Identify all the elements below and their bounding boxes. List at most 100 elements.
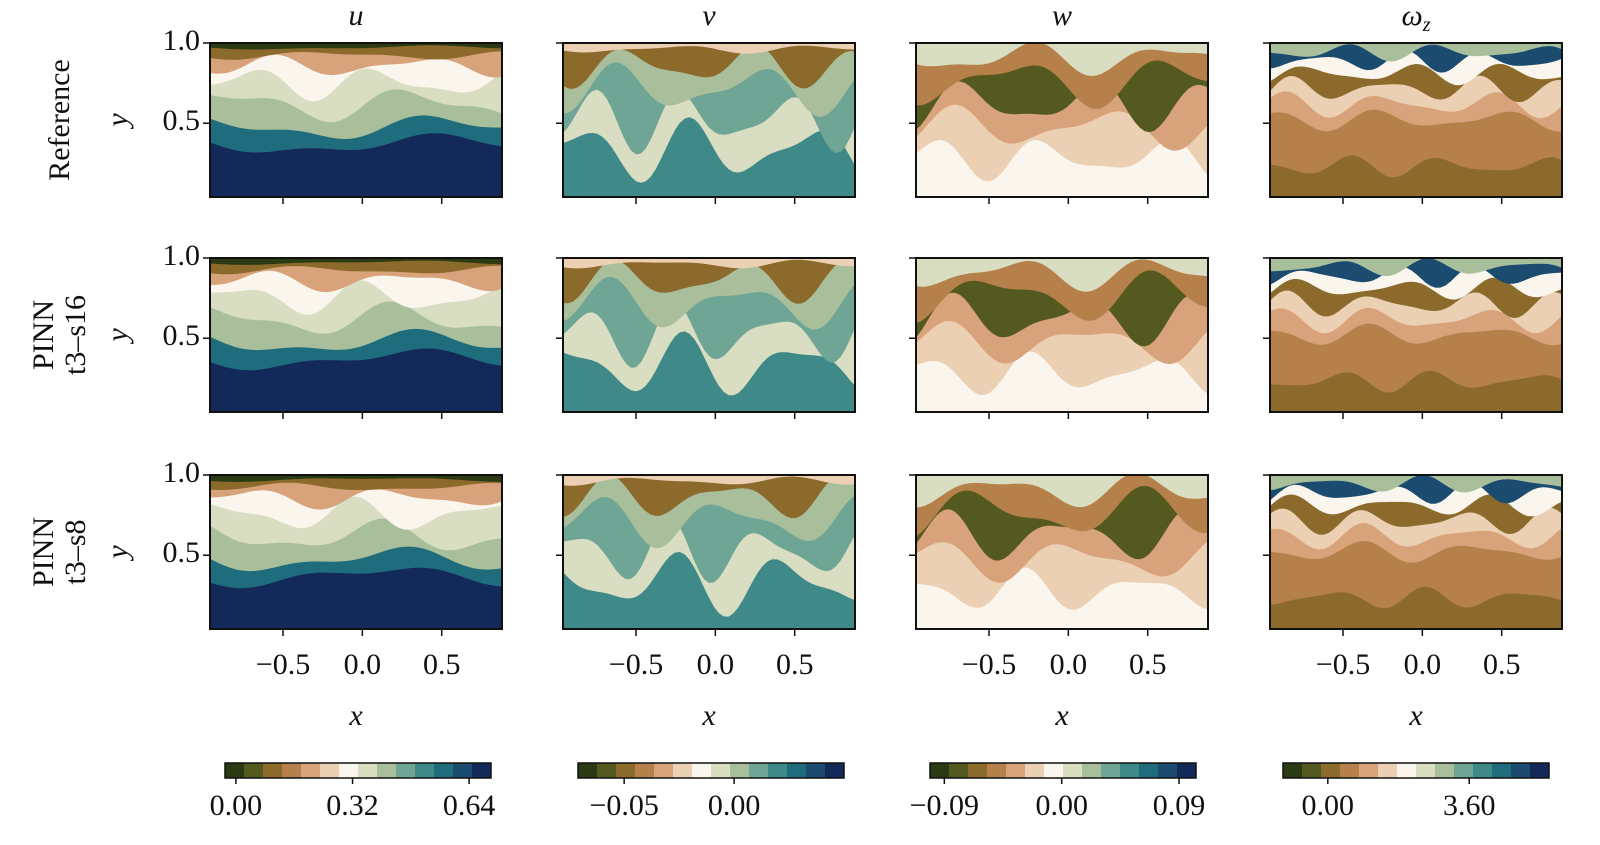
colorbar-segment — [1063, 763, 1083, 778]
colorbar-segment — [1359, 763, 1379, 778]
row-label: PINN — [27, 300, 60, 370]
colorbar-segment — [749, 763, 769, 778]
x-tick-label: −0.5 — [962, 648, 1016, 681]
x-tick-label: −0.5 — [256, 648, 310, 681]
row-label: t3–s16 — [59, 295, 92, 375]
colorbar-segment — [244, 763, 264, 778]
colorbar-segment — [654, 763, 674, 778]
contour-band — [1270, 475, 1562, 493]
y-axis-label: y — [101, 113, 134, 130]
x-tick-label: −0.5 — [1316, 648, 1370, 681]
colorbar-tick-label: −0.05 — [589, 789, 658, 822]
colorbar-tick-label: 0.00 — [708, 789, 761, 822]
x-tick-label: 0.5 — [776, 648, 814, 681]
colorbar-segment — [987, 763, 1007, 778]
panel-frame — [1269, 474, 1563, 630]
x-tick-label: 0.0 — [697, 648, 735, 681]
colorbar-tick-label: 0.32 — [326, 789, 379, 822]
colorbar-segment — [225, 763, 245, 778]
colorbar-segment — [1511, 763, 1531, 778]
contour-band — [210, 258, 502, 265]
colorbar-segment — [1416, 763, 1436, 778]
contour-band — [210, 475, 502, 482]
contour-panel — [563, 258, 855, 412]
panel-frame — [562, 42, 856, 198]
column-title: w — [1052, 0, 1072, 32]
colorbar-segment — [673, 763, 693, 778]
row-label: PINN — [27, 517, 60, 587]
contour-panel — [916, 258, 1208, 412]
colorbar-segment — [730, 763, 750, 778]
contour-band — [1270, 258, 1562, 277]
panel-frame — [562, 474, 856, 630]
colorbar-segment — [358, 763, 378, 778]
title-symbol: ω — [1402, 0, 1423, 32]
panel-frame — [915, 42, 1209, 198]
contour-panel — [1270, 258, 1562, 412]
contour-band — [1270, 43, 1562, 62]
colorbar-segment — [339, 763, 359, 778]
colorbar-segment — [578, 763, 598, 778]
contour-panel — [1270, 475, 1562, 629]
colorbar-segment — [396, 763, 416, 778]
colorbar-segment — [692, 763, 712, 778]
colorbar-tick-label: 0.00 — [1302, 789, 1355, 822]
contour-band — [916, 475, 1208, 537]
y-tick-label: 0.5 — [163, 536, 201, 569]
colorbar-segment — [930, 763, 950, 778]
colorbar-segment — [1378, 763, 1398, 778]
colorbar-segment — [1158, 763, 1178, 778]
colorbar-segment — [768, 763, 788, 778]
contour-band — [563, 475, 855, 486]
panel-frame — [209, 474, 503, 630]
contour-band — [563, 258, 855, 304]
colorbar-tick-label: −0.09 — [910, 789, 979, 822]
colorbar-segment — [1492, 763, 1512, 778]
colorbar-frame — [1282, 762, 1550, 779]
y-axis-label: y — [101, 545, 134, 562]
contour-panel — [563, 43, 855, 197]
column-title: v — [702, 0, 716, 32]
panel-frame — [915, 474, 1209, 630]
colorbar-segment — [616, 763, 636, 778]
contour-band — [916, 258, 1208, 292]
colorbar-tick-label: 0.64 — [443, 789, 496, 822]
colorbar-segment — [1302, 763, 1322, 778]
x-tick-label: 0.0 — [1404, 648, 1442, 681]
column-title: u — [349, 0, 364, 32]
contour-band — [563, 43, 855, 54]
colorbar-segment — [806, 763, 826, 778]
colorbar-segment — [1283, 763, 1303, 778]
y-tick-label: 0.5 — [163, 319, 201, 352]
colorbar-segment — [711, 763, 731, 778]
colorbar-segment — [1397, 763, 1417, 778]
colorbar-segment — [1435, 763, 1455, 778]
y-tick-label: 1.0 — [163, 239, 201, 272]
contour-band — [210, 43, 502, 50]
colorbar-segment — [1082, 763, 1102, 778]
colorbar-segment — [282, 763, 302, 778]
contour-band — [916, 258, 1208, 324]
y-axis-label: y — [101, 328, 134, 345]
colorbar-segment — [825, 763, 845, 778]
colorbar-segment — [1044, 763, 1064, 778]
colorbar-segment — [453, 763, 473, 778]
colorbar-segment — [1025, 763, 1045, 778]
colorbar-segment — [1340, 763, 1360, 778]
colorbar-segment — [1321, 763, 1341, 778]
colorbar-frame — [224, 762, 492, 779]
x-axis-label: x — [348, 699, 363, 732]
contour-panel — [916, 475, 1208, 629]
x-axis-label: x — [701, 699, 716, 732]
colorbar-frame — [577, 762, 845, 779]
row-label: Reference — [43, 59, 76, 181]
panel-frame — [915, 257, 1209, 413]
colorbar-segment — [1454, 763, 1474, 778]
title-symbol: w — [1052, 0, 1072, 32]
x-tick-label: 0.0 — [1050, 648, 1088, 681]
y-tick-label: 1.0 — [163, 456, 201, 489]
contour-panel — [210, 475, 502, 629]
colorbar-segment — [635, 763, 655, 778]
title-subscript: z — [1422, 14, 1431, 36]
